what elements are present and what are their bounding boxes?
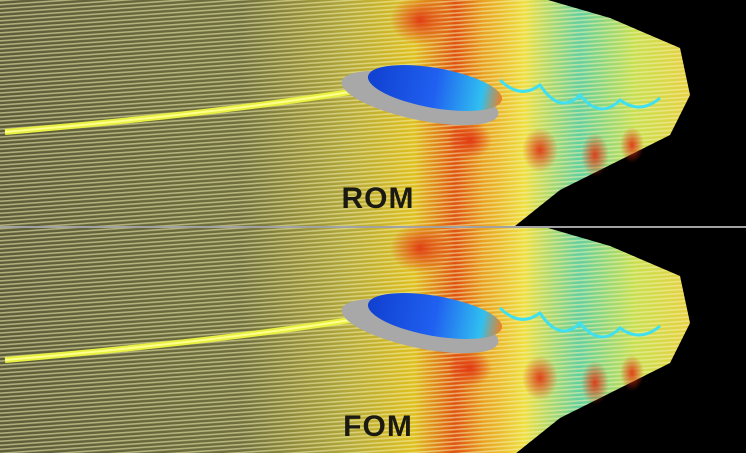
scene: ROM FOM bbox=[0, 0, 746, 453]
panel-label: ROM bbox=[342, 182, 415, 215]
simulation-panel: FOM bbox=[0, 223, 746, 453]
simulation-panel: ROM bbox=[0, 0, 746, 226]
panel-label: FOM bbox=[343, 410, 413, 443]
